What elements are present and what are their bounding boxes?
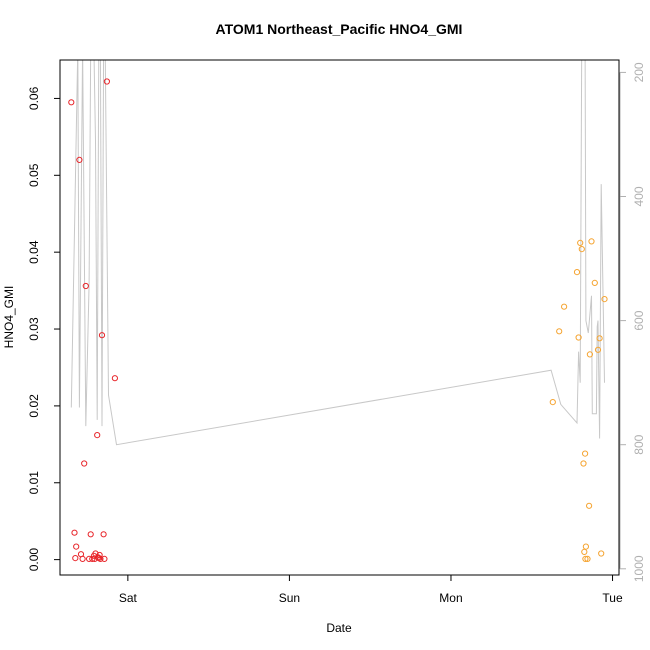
data-point: [588, 238, 595, 245]
data-point: [581, 548, 588, 556]
data-point: [111, 375, 119, 382]
y-axis-label: HNO4_GMI: [2, 286, 16, 349]
data-point: [79, 555, 86, 563]
data-point: [549, 399, 556, 406]
x-tick-label: Sun: [279, 591, 300, 605]
data-point: [586, 502, 593, 509]
data-point: [76, 156, 83, 163]
data-point: [100, 531, 107, 538]
data-point: [586, 351, 594, 358]
data-point: [577, 239, 584, 246]
data-point: [573, 269, 581, 276]
data-point: [561, 303, 568, 310]
data-points-layer: [68, 78, 608, 563]
data-point: [578, 246, 585, 253]
data-point: [82, 282, 89, 290]
data-point: [596, 335, 603, 342]
x-tick-label: Sat: [119, 591, 138, 605]
y-axis: 0.00 0.01 0.02 0.03 0.04 0.05 0.06: [27, 86, 60, 571]
data-point: [71, 529, 78, 536]
data-point: [591, 279, 598, 286]
data-point: [582, 543, 590, 550]
y-tick-label: 0.05: [27, 163, 41, 187]
data-point: [98, 332, 106, 339]
y-tick-label: 0.01: [27, 471, 41, 495]
data-point: [87, 531, 94, 538]
data-point: [73, 543, 80, 550]
y2-tick-label: 400: [632, 186, 646, 206]
plot-frame: [59, 59, 620, 576]
y2-axis: 200 400 600 800 1000: [619, 62, 646, 582]
data-point: [97, 555, 104, 563]
data-point: [103, 78, 111, 85]
data-point: [72, 555, 79, 562]
y-tick-label: 0.06: [27, 86, 41, 110]
data-point: [68, 99, 75, 106]
data-point: [580, 460, 587, 467]
data-point: [89, 555, 96, 563]
data-point: [594, 346, 602, 353]
y-tick-label: 0.04: [27, 240, 41, 264]
data-point: [101, 555, 108, 563]
data-point: [556, 328, 563, 335]
y2-tick-label: 600: [632, 310, 646, 330]
data-point: [584, 555, 591, 563]
x-axis-label: Date: [326, 621, 352, 635]
data-point: [582, 450, 589, 457]
y2-tick-label: 200: [632, 62, 646, 82]
x-tick-label: Mon: [439, 591, 462, 605]
data-point: [582, 555, 589, 563]
y-tick-label: 0.02: [27, 394, 41, 418]
data-point: [94, 432, 101, 439]
y-tick-label: 0.03: [27, 317, 41, 341]
pressure-line: [70, 60, 605, 446]
y2-tick-label: 1000: [632, 555, 646, 582]
data-point: [575, 334, 582, 341]
x-axis: Sat Sun Mon Tue: [119, 575, 623, 605]
data-point: [81, 460, 88, 467]
y2-tick-label: 800: [632, 434, 646, 454]
data-point: [598, 550, 605, 557]
x-tick-label: Tue: [602, 591, 623, 605]
data-point: [601, 296, 608, 303]
chart-title: ATOM1 Northeast_Pacific HNO4_GMI: [216, 21, 463, 37]
pressure-line-layer: [70, 60, 605, 446]
data-point: [96, 551, 103, 559]
y-tick-label: 0.00: [27, 548, 41, 572]
